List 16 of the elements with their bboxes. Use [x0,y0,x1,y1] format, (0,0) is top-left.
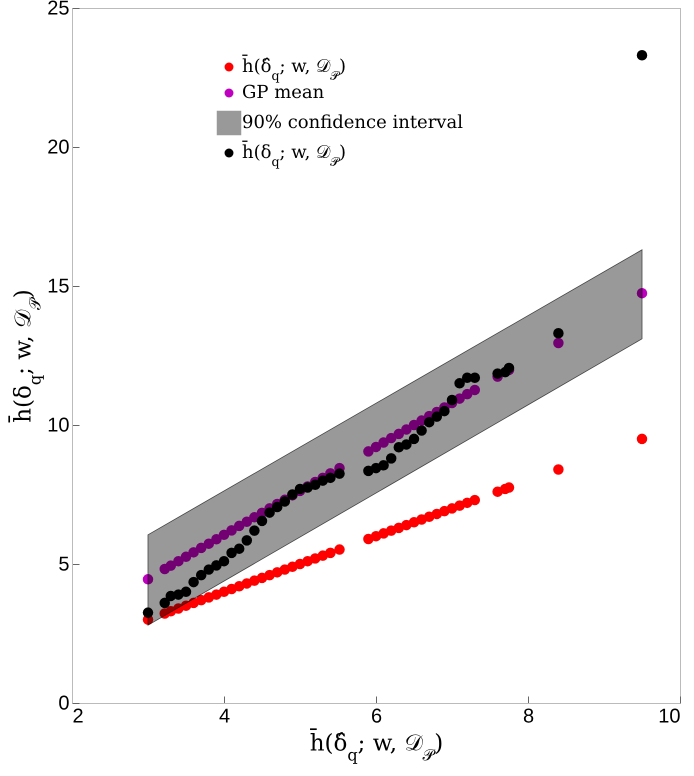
x-tick-label: 4 [218,706,230,728]
y-tick-label: 5 [58,554,70,576]
y-tick-label: 15 [47,276,70,298]
x-tick-label: 8 [522,706,534,728]
x-tick-label: 2 [72,706,84,728]
x-axis-title: h̄(δ̂$_{q}$; w, 𝒟$_{𝒫}$) [309,728,444,764]
x-tick-label: 6 [370,706,382,728]
legend-label: 90% confidence interval [242,112,464,133]
legend-label: GP mean [242,82,325,103]
y-tick-label: 20 [47,136,70,158]
legend-label: h̄(δ$_{q}$; w, 𝒟$_{𝒫}$) [241,140,346,168]
x-tick-label: 10 [658,706,680,728]
y-tick-label: 10 [47,414,70,436]
y-tick-label: 25 [47,0,70,20]
legend-label: h̄(δ̂$_{q}$; w, 𝒟$_{𝒫}$) [241,54,346,82]
y-tick-label: 0 [58,692,70,714]
